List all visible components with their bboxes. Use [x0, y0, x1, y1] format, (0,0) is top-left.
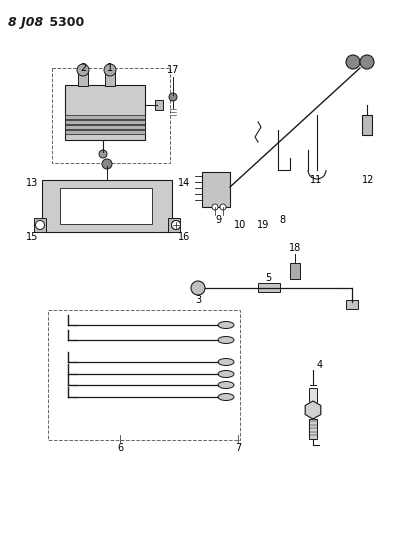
Bar [309, 388, 317, 410]
Circle shape [212, 204, 218, 210]
Circle shape [191, 281, 205, 295]
Text: 16: 16 [178, 232, 190, 242]
Text: 3: 3 [195, 295, 201, 305]
Text: 1: 1 [107, 63, 113, 73]
Text: 2: 2 [80, 63, 86, 73]
Text: 4: 4 [317, 360, 323, 370]
Bar [52, 68, 170, 163]
Text: 9: 9 [215, 215, 221, 225]
Bar [65, 85, 145, 140]
Circle shape [77, 64, 89, 76]
Bar [60, 188, 152, 224]
Circle shape [346, 55, 360, 69]
Ellipse shape [218, 359, 234, 366]
Bar [42, 180, 172, 232]
Text: 8 J08: 8 J08 [8, 16, 43, 29]
Circle shape [169, 93, 177, 101]
Circle shape [172, 221, 181, 230]
Circle shape [35, 221, 44, 230]
Text: 12: 12 [362, 175, 374, 185]
Text: 13: 13 [26, 178, 38, 188]
Bar [362, 115, 372, 135]
Text: 5: 5 [265, 273, 271, 283]
Circle shape [220, 204, 226, 210]
Text: 10: 10 [234, 220, 246, 230]
Bar [168, 218, 180, 232]
Ellipse shape [218, 336, 234, 343]
Text: 6: 6 [117, 443, 123, 453]
Circle shape [360, 55, 374, 69]
Bar [290, 263, 300, 279]
Bar [346, 300, 358, 309]
Text: 7: 7 [235, 443, 241, 453]
Ellipse shape [218, 382, 234, 389]
Bar [309, 419, 317, 439]
Polygon shape [305, 401, 321, 419]
Ellipse shape [218, 370, 234, 377]
Bar [202, 172, 230, 207]
Bar [65, 115, 145, 119]
Text: 5300: 5300 [45, 16, 84, 29]
Text: 19: 19 [257, 220, 269, 230]
Bar [34, 218, 46, 232]
Text: 15: 15 [26, 232, 38, 242]
Circle shape [172, 221, 181, 230]
Text: 17: 17 [167, 65, 179, 75]
Circle shape [99, 150, 107, 158]
Text: 18: 18 [289, 243, 301, 253]
Bar [65, 125, 145, 129]
Bar [48, 310, 240, 440]
Text: 11: 11 [310, 175, 322, 185]
Text: 14: 14 [178, 178, 190, 188]
Ellipse shape [218, 393, 234, 400]
Bar [65, 130, 145, 134]
Bar [258, 283, 280, 292]
Circle shape [102, 159, 112, 169]
Text: 8: 8 [279, 215, 285, 225]
Bar [155, 100, 163, 110]
Bar [105, 70, 115, 86]
Ellipse shape [218, 321, 234, 328]
Bar [78, 70, 88, 86]
Bar [65, 120, 145, 124]
Circle shape [104, 64, 116, 76]
